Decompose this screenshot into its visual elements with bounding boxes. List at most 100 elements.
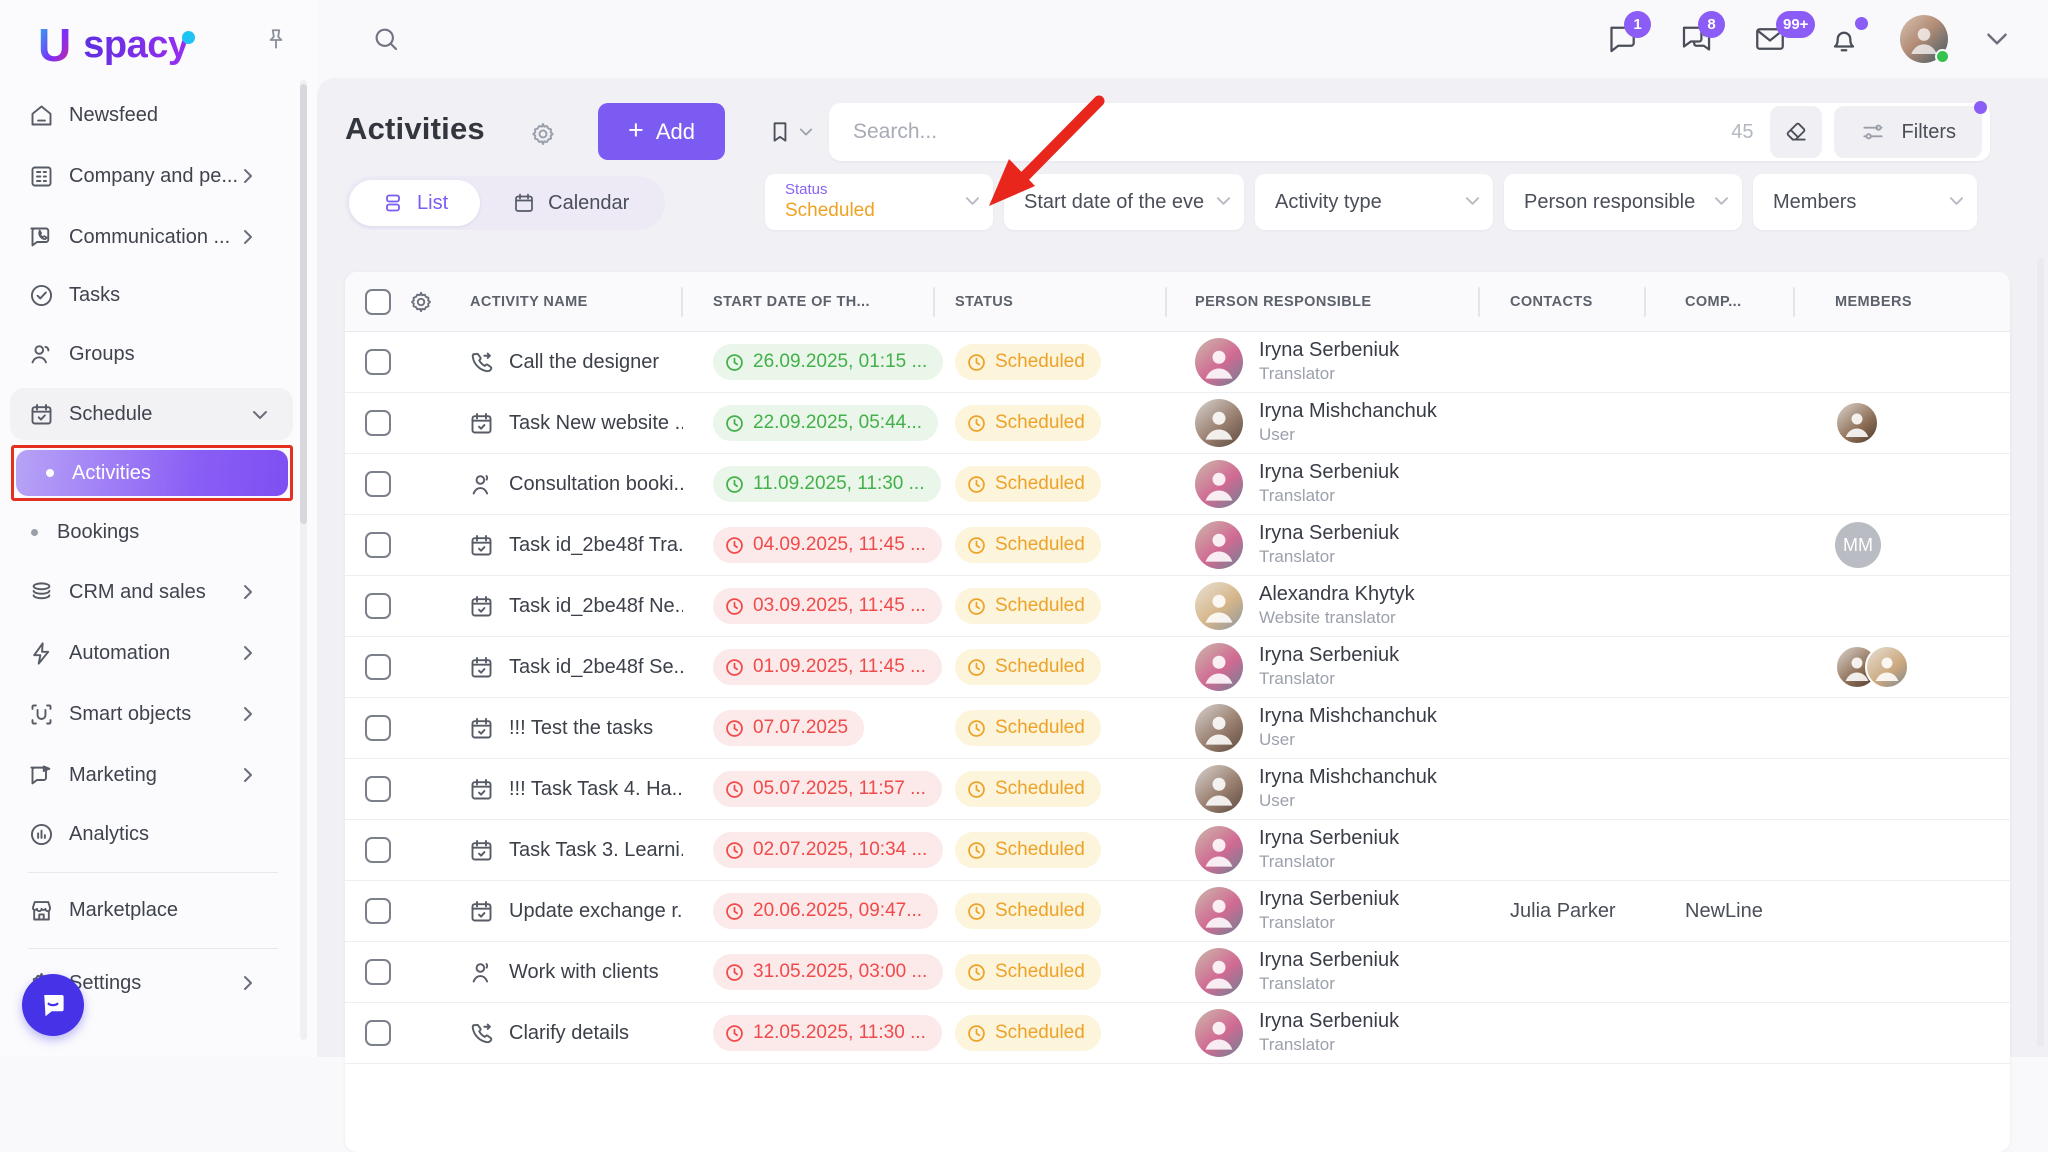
person-name[interactable]: Iryna Serbeniuk	[1259, 460, 1399, 485]
table-row[interactable]: Call the designer 26.09.2025, 01:15 ... …	[345, 332, 2010, 393]
chat-widget-button[interactable]	[22, 974, 84, 1036]
table-row[interactable]: Update exchange r... 20.06.2025, 09:47..…	[345, 881, 2010, 942]
activity-name[interactable]: Call the designer	[509, 351, 659, 374]
table-row[interactable]: !!! Task Task 4. Ha... 05.07.2025, 11:57…	[345, 759, 2010, 820]
company-name[interactable]: NewLine	[1685, 900, 1763, 922]
sidebar-item-marketing[interactable]: Marketing	[0, 751, 300, 799]
table-row[interactable]: Task New website ... 22.09.2025, 05:44..…	[345, 393, 2010, 454]
person-name[interactable]: Iryna Serbeniuk	[1259, 521, 1399, 546]
user-avatar[interactable]	[1900, 15, 1948, 63]
table-row[interactable]: !!! Test the tasks 07.07.2025 Scheduled …	[345, 698, 2010, 759]
sidebar-item-activities-active[interactable]: Activities	[16, 450, 288, 496]
pin-sidebar-icon[interactable]	[258, 22, 294, 58]
table-row[interactable]: Task id_2be48f Ne... 03.09.2025, 11:45 .…	[345, 576, 2010, 637]
person-name[interactable]: Iryna Mishchanchuk	[1259, 704, 1437, 729]
filter-chip-activity-type[interactable]: Activity type	[1255, 174, 1493, 230]
column-header-status[interactable]: STATUS	[935, 272, 1167, 331]
activity-name[interactable]: Task New website ...	[509, 412, 683, 435]
sidebar-item-marketplace[interactable]: Marketplace	[0, 886, 300, 934]
column-header-members[interactable]: MEMBERS	[1795, 272, 2010, 331]
filter-chip-members[interactable]: Members	[1753, 174, 1977, 230]
row-checkbox[interactable]	[365, 349, 391, 375]
column-header-start-date[interactable]: START DATE OF TH...	[683, 272, 935, 331]
activity-name[interactable]: !!! Task Task 4. Ha...	[509, 778, 683, 801]
sidebar-item-bookings[interactable]: Bookings	[0, 510, 300, 554]
column-header-activity-name[interactable]: ACTIVITY NAME	[455, 272, 683, 331]
activity-name[interactable]: Work with clients	[509, 961, 659, 984]
activity-name[interactable]: Task id_2be48f Tra...	[509, 534, 683, 557]
table-row[interactable]: Task id_2be48f Tra... 04.09.2025, 11:45 …	[345, 515, 2010, 576]
filter-chip-status[interactable]: Status Scheduled	[765, 174, 993, 230]
row-checkbox[interactable]	[365, 715, 391, 741]
contacts-cell[interactable]: Julia Parker	[1480, 900, 1646, 923]
table-row[interactable]: Work with clients 31.05.2025, 03:00 ... …	[345, 942, 2010, 1003]
sidebar-item-crm[interactable]: CRM and sales	[0, 568, 300, 616]
row-checkbox[interactable]	[365, 837, 391, 863]
activity-name[interactable]: Consultation booki...	[509, 473, 683, 496]
group-chats-icon[interactable]: 8	[1678, 21, 1714, 57]
notifications-bell-icon[interactable]	[1826, 21, 1862, 57]
search-icon[interactable]	[371, 24, 401, 54]
person-name[interactable]: Alexandra Khytyk	[1259, 582, 1415, 607]
page-settings-gear-icon[interactable]	[529, 120, 557, 148]
select-all-checkbox[interactable]	[365, 289, 391, 315]
row-checkbox[interactable]	[365, 471, 391, 497]
activity-name[interactable]: Task Task 3. Learni...	[509, 839, 683, 862]
row-checkbox[interactable]	[365, 654, 391, 680]
filters-button[interactable]: Filters	[1834, 106, 1982, 158]
row-checkbox[interactable]	[365, 959, 391, 985]
sidebar-item-company[interactable]: Company and pe...	[0, 152, 300, 200]
column-header-companies[interactable]: COMP...	[1646, 272, 1795, 331]
scrollbar-thumb[interactable]	[300, 84, 307, 524]
person-name[interactable]: Iryna Mishchanchuk	[1259, 765, 1437, 790]
sidebar-scrollbar[interactable]	[300, 80, 307, 1040]
table-row[interactable]: Clarify details 12.05.2025, 11:30 ... Sc…	[345, 1003, 2010, 1064]
person-name[interactable]: Iryna Serbeniuk	[1259, 643, 1399, 668]
profile-chevron-down-icon[interactable]	[1986, 32, 2008, 46]
sidebar-item-schedule-inner[interactable]: Schedule	[0, 390, 300, 438]
activity-name[interactable]: Clarify details	[509, 1022, 629, 1045]
filter-chip-person-responsible[interactable]: Person responsible	[1504, 174, 1742, 230]
activity-name[interactable]: !!! Test the tasks	[509, 717, 653, 740]
mail-icon[interactable]: 99+	[1752, 21, 1788, 57]
activity-name[interactable]: Task id_2be48f Se...	[509, 656, 683, 679]
person-name[interactable]: Iryna Mishchanchuk	[1259, 399, 1437, 424]
search-input[interactable]	[829, 120, 1731, 144]
row-checkbox[interactable]	[365, 593, 391, 619]
row-checkbox[interactable]	[365, 776, 391, 802]
column-header-person-responsible[interactable]: PERSON RESPONSIBLE	[1167, 272, 1480, 331]
app-logo[interactable]: U spacy	[38, 22, 188, 68]
sidebar-item-communication[interactable]: Communication ...	[0, 213, 300, 261]
sidebar-item-automation[interactable]: Automation	[0, 629, 300, 677]
sidebar-item-smart-objects[interactable]: Smart objects	[0, 690, 300, 738]
activity-name[interactable]: Task id_2be48f Ne...	[509, 595, 683, 618]
messages-icon[interactable]: 1	[1604, 21, 1640, 57]
sidebar-item-schedule[interactable]: Schedule	[10, 388, 293, 440]
sidebar-item-analytics[interactable]: Analytics	[0, 810, 300, 858]
table-row[interactable]: Task Task 3. Learni... 02.07.2025, 10:34…	[345, 820, 2010, 881]
main-scrollbar-track[interactable]	[2037, 258, 2044, 1047]
table-row[interactable]: Consultation booki... 11.09.2025, 11:30 …	[345, 454, 2010, 515]
row-checkbox[interactable]	[365, 410, 391, 436]
sidebar-item-newsfeed[interactable]: Newsfeed	[0, 91, 300, 139]
row-checkbox[interactable]	[365, 532, 391, 558]
tab-calendar-view[interactable]: Calendar	[480, 180, 661, 226]
sidebar-item-tasks[interactable]: Tasks	[0, 271, 300, 319]
activity-name[interactable]: Update exchange r...	[509, 900, 683, 923]
tab-list-view[interactable]: List	[349, 180, 480, 226]
table-row[interactable]: Task id_2be48f Se... 01.09.2025, 11:45 .…	[345, 637, 2010, 698]
row-checkbox[interactable]	[365, 1020, 391, 1046]
company-cell[interactable]: NewLine	[1646, 900, 1795, 923]
saved-filters-bookmark[interactable]	[765, 119, 823, 145]
table-settings-gear-icon[interactable]	[408, 289, 434, 315]
clear-search-eraser-icon[interactable]	[1770, 106, 1822, 158]
person-name[interactable]: Iryna Serbeniuk	[1259, 338, 1399, 363]
column-header-contacts[interactable]: CONTACTS	[1480, 272, 1646, 331]
add-button[interactable]: + Add	[598, 103, 725, 160]
person-name[interactable]: Iryna Serbeniuk	[1259, 826, 1399, 851]
row-checkbox[interactable]	[365, 898, 391, 924]
person-name[interactable]: Iryna Serbeniuk	[1259, 887, 1399, 912]
person-name[interactable]: Iryna Serbeniuk	[1259, 1009, 1399, 1034]
sidebar-item-groups[interactable]: Groups	[0, 330, 300, 378]
contact-name[interactable]: Julia Parker	[1510, 900, 1616, 922]
